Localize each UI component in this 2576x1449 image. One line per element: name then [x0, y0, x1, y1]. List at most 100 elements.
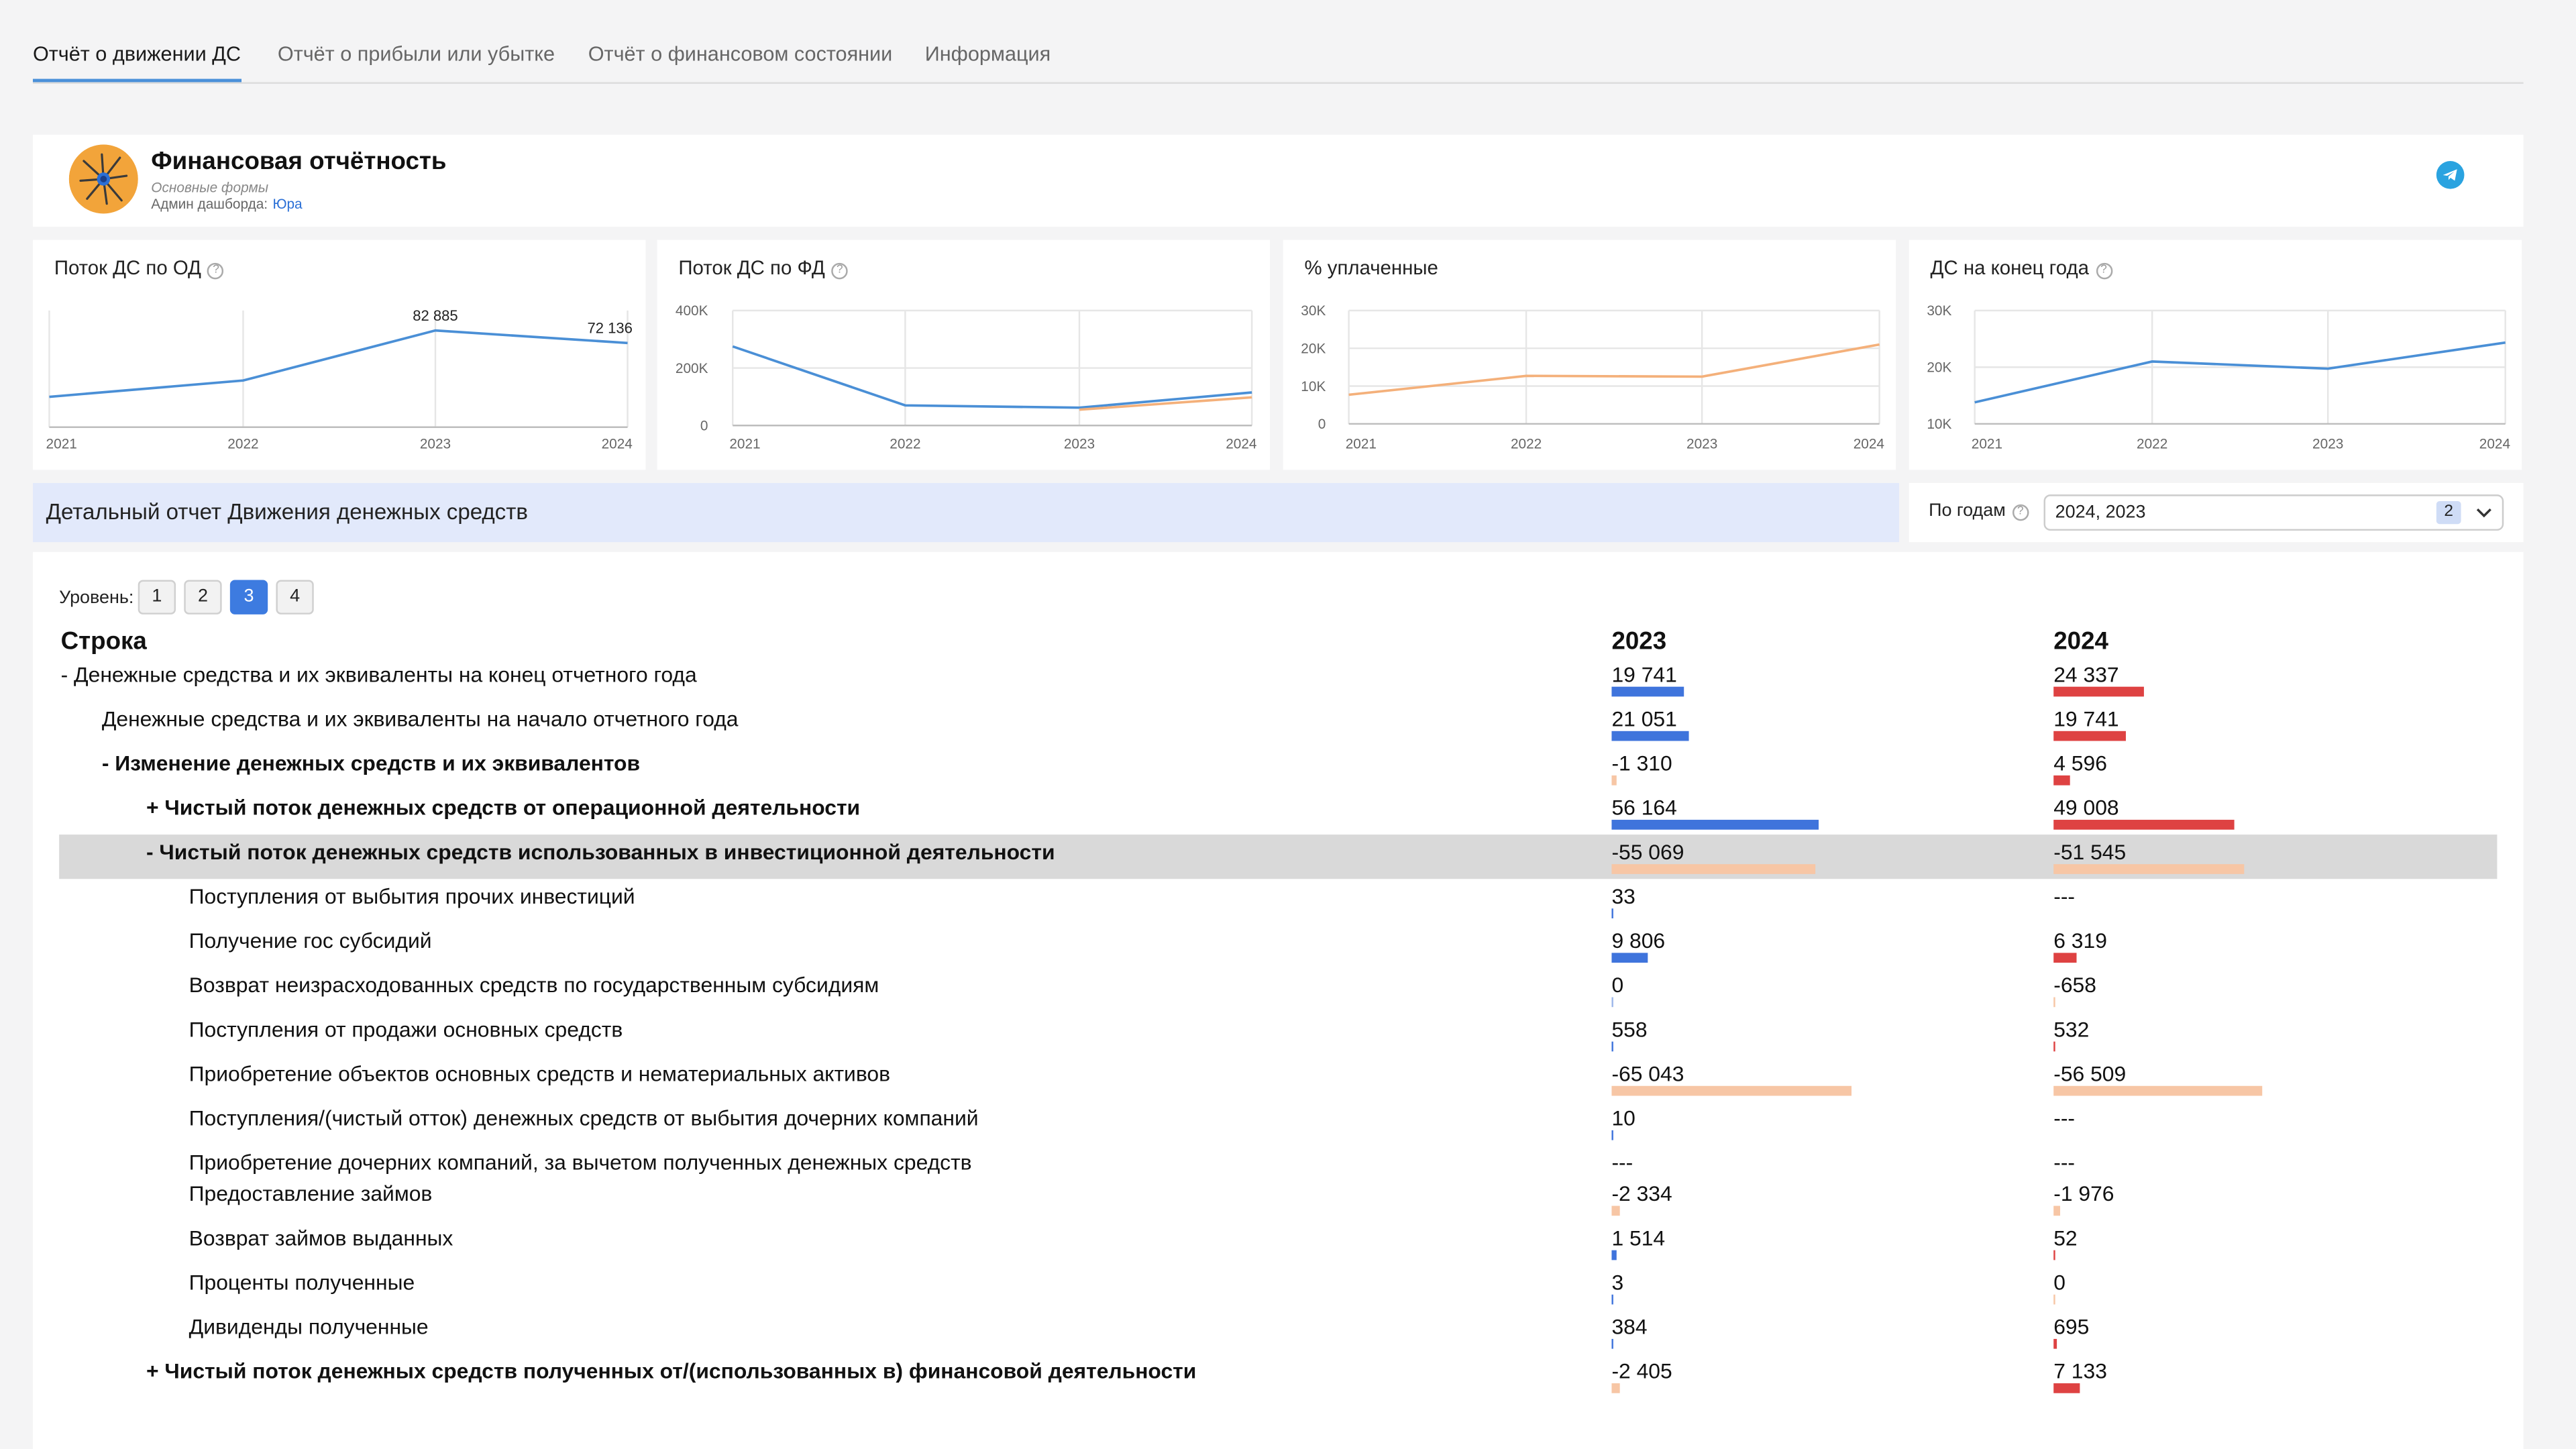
bar-2023: [1611, 1130, 1613, 1140]
column-header-2023[interactable]: 2023: [1611, 627, 1667, 656]
help-icon[interactable]: ?: [2095, 262, 2112, 280]
table-row[interactable]: Денежные средства и их эквиваленты на на…: [59, 702, 2497, 746]
value-2023: -55 069: [1611, 839, 1684, 865]
column-header-row[interactable]: Строка: [60, 627, 147, 656]
cashflow-table: Уровень: 1 2 3 4 Строка 2023 2024 - Дене…: [32, 551, 2524, 1449]
value-2023: 384: [1611, 1314, 1648, 1339]
series-line[interactable]: [1079, 396, 1252, 411]
row-label[interactable]: + Чистый поток денежных средств от опера…: [146, 795, 861, 820]
bar-2023: [1611, 820, 1819, 830]
level-button-4[interactable]: 4: [276, 580, 314, 614]
admin-name-link[interactable]: Юра: [272, 195, 303, 212]
row-label[interactable]: - Чистый поток денежных средств использо…: [146, 839, 1055, 865]
table-row[interactable]: Поступления/(чистый отток) денежных сред…: [59, 1101, 2497, 1145]
tab-profit-loss[interactable]: Отчёт о прибыли или убытке: [277, 42, 555, 66]
row-label: Возврат неизрасходованных средств по гос…: [189, 972, 879, 998]
row-label[interactable]: - Денежные средства и их эквиваленты на …: [60, 661, 697, 687]
series-line[interactable]: [1974, 341, 2506, 404]
y-tick-label: 20K: [1927, 360, 1951, 376]
row-label[interactable]: - Изменение денежных средств и их эквива…: [101, 751, 641, 775]
table-row[interactable]: Приобретение объектов основных средств и…: [59, 1057, 2497, 1101]
chart-card-interest-paid: % уплаченные 0 10K 20K 30K 2021 2022 2023 2024: [1283, 239, 1896, 470]
y-tick-label: 0: [700, 419, 708, 434]
value-2023: 9 806: [1611, 928, 1666, 953]
bar-2023: [1611, 1383, 1621, 1393]
bar-2023: [1611, 953, 1648, 963]
bar-2023: [1611, 775, 1617, 786]
chart-title: ДС на конец года?: [1931, 256, 2112, 280]
bar-2023: [1611, 731, 1690, 741]
help-icon[interactable]: ?: [831, 262, 849, 280]
level-button-2[interactable]: 2: [184, 580, 222, 614]
value-2024: 19 741: [2053, 706, 2119, 731]
x-tick-label: 2023: [420, 437, 451, 452]
bar-2024: [2053, 1250, 2055, 1260]
table-row[interactable]: Дивиденды полученные 384 695: [59, 1309, 2497, 1354]
tab-financial-position[interactable]: Отчёт о финансовом состоянии: [588, 42, 893, 66]
bar-2024: [2053, 953, 2077, 963]
value-2024: -658: [2053, 972, 2096, 998]
value-2024: 0: [2053, 1270, 2065, 1295]
value-2024: 24 337: [2053, 661, 2119, 687]
table-row[interactable]: Предоставление займов -2 334 -1 976: [59, 1176, 2497, 1220]
x-tick-label: 2021: [46, 437, 77, 452]
table-row[interactable]: + Чистый поток денежных средств полученн…: [59, 1354, 2497, 1398]
tab-information[interactable]: Информация: [924, 42, 1051, 66]
row-label: Поступления от продажи основных средств: [189, 1016, 623, 1042]
series-line[interactable]: [49, 329, 628, 398]
table-row[interactable]: Возврат займов выданных 1 514 52: [59, 1221, 2497, 1265]
year-filter-select[interactable]: 2024, 2023 2: [2043, 494, 2504, 531]
series-line[interactable]: [1348, 343, 1880, 396]
chart-financing-flow: 0 200K 400K 2021 2022 2023 2024: [676, 303, 1257, 452]
series-line[interactable]: [732, 345, 1252, 409]
table-row[interactable]: + Чистый поток денежных средств от опера…: [59, 790, 2497, 835]
table-row[interactable]: Поступления от продажи основных средств 5…: [59, 1012, 2497, 1057]
bar-2024: [2053, 1085, 2262, 1096]
bar-2024: [2053, 775, 2071, 786]
table-row[interactable]: - Чистый поток денежных средств использо…: [59, 835, 2498, 879]
table-row[interactable]: Поступления от выбытия прочих инвестиций…: [59, 879, 2497, 923]
value-2023: 558: [1611, 1016, 1648, 1042]
chart-card-financing-flow: Поток ДС по ФД? 0 200K 400K 2021 2022 2023 202…: [657, 239, 1271, 470]
bar-2024: [2053, 686, 2144, 697]
chart-card-operating-flow: Поток ДС по ОД? 2021 2022 2023 2024 82 885 72…: [32, 239, 646, 470]
x-tick-label: 2024: [1854, 437, 1884, 452]
bar-2023: [1611, 1041, 1614, 1052]
table-row[interactable]: Приобретение дочерних компаний, за вычет…: [59, 1145, 2497, 1189]
table-row[interactable]: - Денежные средства и их эквиваленты на …: [59, 657, 2497, 702]
y-tick-label: 200K: [676, 361, 708, 376]
value-2023: 10: [1611, 1106, 1635, 1130]
value-2023: 19 741: [1611, 661, 1677, 687]
row-label: Возврат займов выданных: [189, 1225, 453, 1250]
telegram-icon[interactable]: [2436, 161, 2465, 189]
value-2023: 56 164: [1611, 795, 1677, 820]
x-tick-label: 2023: [2312, 437, 2343, 452]
value-2024: ---: [2053, 883, 2076, 909]
bar-2023: [1611, 908, 1613, 918]
row-label: Приобретение дочерних компаний, за вычет…: [189, 1150, 972, 1175]
table-row[interactable]: Возврат неизрасходованных средств по гос…: [59, 967, 2497, 1012]
table-row[interactable]: - Изменение денежных средств и их эквива…: [59, 746, 2497, 790]
x-tick-label: 2024: [2479, 437, 2510, 452]
level-button-3[interactable]: 3: [229, 580, 268, 614]
detail-report-header: Детальный отчет Движения денежных средст…: [32, 483, 1900, 543]
table-row[interactable]: Получение гос субсидий 9 806 6 319: [59, 923, 2497, 967]
help-icon[interactable]: ?: [207, 262, 225, 280]
bar-2023: [1611, 686, 1684, 697]
table-row[interactable]: Проценты полученные 3 0: [59, 1265, 2497, 1309]
row-label[interactable]: + Чистый поток денежных средств полученн…: [146, 1358, 1197, 1384]
bar-2024: [2053, 1294, 2055, 1305]
x-tick-label: 2021: [729, 437, 760, 452]
chevron-down-icon[interactable]: [2473, 501, 2496, 524]
x-tick-label: 2024: [602, 437, 633, 452]
tab-cashflow[interactable]: Отчёт о движении ДС: [32, 42, 241, 66]
level-button-1[interactable]: 1: [138, 580, 176, 614]
help-icon[interactable]: ?: [2012, 504, 2029, 521]
bar-2024: [2053, 820, 2235, 830]
x-tick-label: 2022: [2137, 437, 2167, 452]
bar-2023: [1611, 864, 1815, 874]
y-tick-label: 400K: [676, 303, 708, 319]
spider-logo-icon: [68, 144, 138, 214]
column-header-2024[interactable]: 2024: [2053, 627, 2108, 656]
